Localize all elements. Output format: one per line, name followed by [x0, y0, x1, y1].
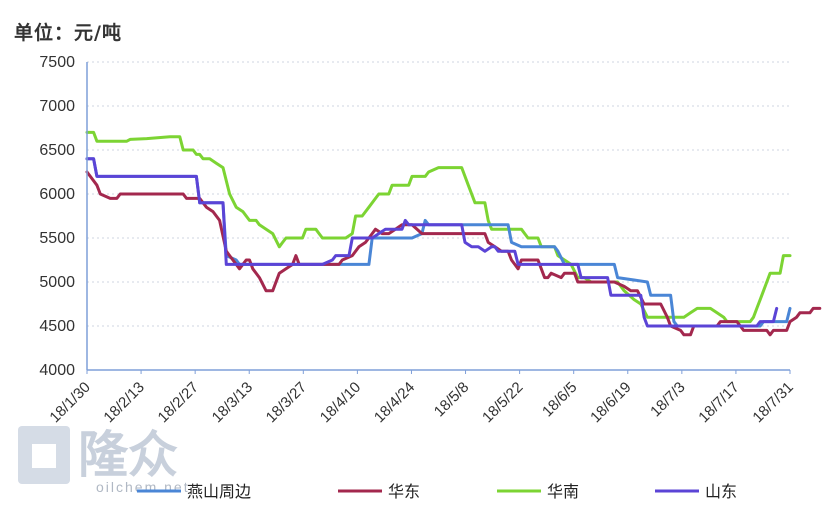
- legend-label: 华南: [547, 482, 579, 501]
- y-tick-label: 5500: [39, 230, 75, 247]
- series-lines: [85, 130, 822, 337]
- y-tick-label: 4000: [39, 362, 75, 379]
- x-tick-label: 18/7/31: [749, 379, 796, 426]
- y-tick-label: 6500: [39, 142, 75, 159]
- series-line-华东: [85, 170, 822, 337]
- grid-lines: [87, 61, 790, 327]
- y-tick-label: 6000: [39, 186, 75, 203]
- y-tick-label: 5000: [39, 274, 75, 291]
- x-tick-label: 18/3/13: [209, 379, 256, 426]
- legend-label: 山东: [705, 482, 737, 501]
- legend-label: 燕山周边: [187, 482, 251, 501]
- legend: 燕山周边 华东 华南 山东: [137, 482, 737, 501]
- series-line-华南: [85, 130, 792, 324]
- watermark-brand: 隆众: [78, 426, 178, 484]
- series-line-山东: [85, 157, 779, 328]
- x-tick-label: 18/5/8: [431, 379, 473, 421]
- x-tick-label: 18/1/30: [46, 379, 93, 426]
- watermark-logo: 隆众 oilchem.net: [18, 426, 190, 495]
- y-tick-label: 4500: [39, 318, 75, 335]
- x-tick-label: 18/6/5: [539, 379, 581, 421]
- x-tick-label: 18/4/24: [371, 379, 418, 426]
- x-tick-label: 18/3/27: [263, 379, 310, 426]
- watermark-domain: oilchem.net: [96, 479, 190, 495]
- watermark-logo-mark-inner: [32, 444, 56, 468]
- y-tick-label: 7000: [39, 98, 75, 115]
- x-tick-label: 18/2/27: [155, 379, 202, 426]
- x-axis-ticks: 18/1/30 18/2/13 18/2/27 18/3/13 18/3/27 18/4/…: [46, 370, 797, 426]
- x-tick-label: 18/7/17: [695, 379, 742, 426]
- x-tick-label: 18/7/3: [647, 379, 689, 421]
- y-tick-label: 7500: [39, 54, 75, 71]
- x-tick-label: 18/5/22: [479, 379, 526, 426]
- x-tick-label: 18/6/19: [587, 379, 634, 426]
- series-line-燕山周边: [85, 157, 792, 328]
- legend-label: 华东: [388, 482, 420, 501]
- x-tick-label: 18/2/13: [100, 379, 147, 426]
- y-axis-ticks: 7500 7000 6500 6000 5500 5000 4500 4000: [39, 54, 75, 379]
- unit-label: 单位：元/吨: [14, 22, 122, 44]
- x-tick-label: 18/4/10: [317, 379, 364, 426]
